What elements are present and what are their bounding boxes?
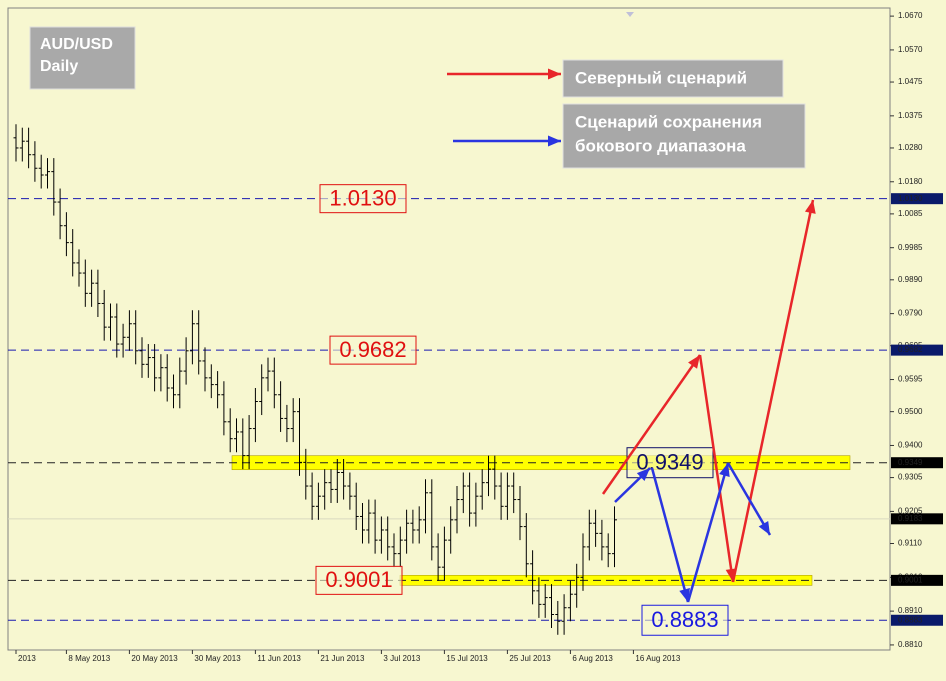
level-box-label: 0.8883 (651, 607, 718, 632)
x-tick-label: 6 Aug 2013 (572, 654, 613, 663)
legend-label: Сценарий сохранения (575, 112, 762, 131)
arrow-head (636, 468, 650, 482)
y-tick-label: 0.9890 (898, 275, 923, 284)
y-tick-label: 1.0085 (898, 209, 923, 218)
level-box-label: 0.9001 (325, 567, 392, 592)
y-tick-label: 0.9110 (898, 539, 922, 548)
marker-triangle (626, 12, 634, 17)
price-marker-bg (891, 193, 943, 205)
y-tick-label: 0.9305 (898, 473, 923, 482)
legend-entry: Сценарий сохранения бокового диапазона (562, 103, 806, 169)
level-box: 0.8883 (641, 604, 729, 636)
legend-label: бокового диапазона (575, 136, 746, 155)
arrow-head (758, 520, 770, 535)
x-tick-label: 25 Jul 2013 (509, 654, 551, 663)
title-box-bg (29, 26, 136, 90)
level-box: 1.0130 (319, 184, 407, 214)
y-tick-label: 0.9400 (898, 441, 923, 450)
price-marker-bg (891, 344, 943, 356)
price-marker-label: 0.8883 (898, 615, 923, 624)
level-box-bg (315, 565, 403, 595)
y-tick-label: 1.0180 (898, 177, 923, 186)
level-box: 0.9682 (329, 335, 417, 365)
arrow-line (731, 199, 815, 583)
price-marker-label: 0.9682 (898, 345, 923, 354)
price-marker-label: 0.9349 (898, 458, 923, 467)
y-tick-label: 0.9790 (898, 309, 923, 318)
y-tick-label: 0.9500 (898, 407, 923, 416)
x-tick-label: 15 Jul 2013 (446, 654, 488, 663)
arrow-line (650, 467, 690, 603)
level-box-bg (319, 184, 407, 214)
arrow-line (601, 354, 702, 495)
x-tick-label: 20 May 2013 (131, 654, 178, 663)
y-tick-label: 0.8810 (898, 640, 923, 649)
y-tick-label: 0.9985 (898, 243, 923, 252)
y-tick-label: 1.0375 (898, 111, 923, 120)
plot-border (7, 7, 891, 651)
y-tick-label: 1.0475 (898, 77, 923, 86)
arrow-head (719, 463, 730, 478)
legend-label: Северный сценарий (575, 68, 747, 87)
price-marker-bg (891, 457, 943, 469)
price-marker-bg (891, 574, 943, 586)
arrow-line (698, 354, 735, 583)
arrow-line (686, 462, 730, 603)
y-tick-label: 1.0670 (898, 11, 923, 20)
x-tick-label: 2013 (18, 654, 36, 663)
arrow-line (726, 462, 772, 536)
y-tick-label: 1.0570 (898, 45, 923, 54)
x-tick-label: 11 Jun 2013 (257, 654, 301, 663)
legend-entry: Северный сценарий (562, 59, 784, 98)
y-tick-label: 0.9595 (898, 375, 923, 384)
legend-box (562, 103, 806, 169)
chart-subtitle: Daily (40, 58, 78, 75)
y-tick-label: 0.9205 (898, 506, 923, 515)
arrow-head (679, 588, 690, 602)
x-tick-label: 21 Jun 2013 (320, 654, 365, 663)
price-marker-bg (891, 614, 943, 626)
price-marker-label: 0.9183 (898, 514, 923, 523)
level-box-label: 0.9682 (339, 337, 406, 362)
arrow-head (688, 355, 700, 369)
level-box-bg (329, 335, 417, 365)
y-tick-label: 0.8910 (898, 606, 923, 615)
legend-box (562, 59, 784, 98)
y-tick-label: 1.0280 (898, 143, 923, 152)
level-box-label: 1.0130 (329, 185, 396, 210)
level-box-bg (641, 604, 729, 636)
chart-title: AUD/USD (40, 36, 113, 53)
x-tick-label: 8 May 2013 (68, 654, 110, 663)
title-box: AUD/USD Daily (29, 26, 136, 90)
price-marker-bg (891, 513, 943, 525)
arrow-head (548, 135, 561, 147)
x-tick-label: 3 Jul 2013 (383, 654, 420, 663)
arrow-head (804, 200, 816, 214)
x-tick-label: 30 May 2013 (194, 654, 241, 663)
price-marker-label: 0.9001 (898, 575, 923, 584)
level-box: 0.9001 (315, 565, 403, 595)
x-tick-label: 16 Aug 2013 (635, 654, 680, 663)
arrow-head (548, 68, 561, 80)
price-marker-label: 1.0130 (898, 194, 923, 203)
